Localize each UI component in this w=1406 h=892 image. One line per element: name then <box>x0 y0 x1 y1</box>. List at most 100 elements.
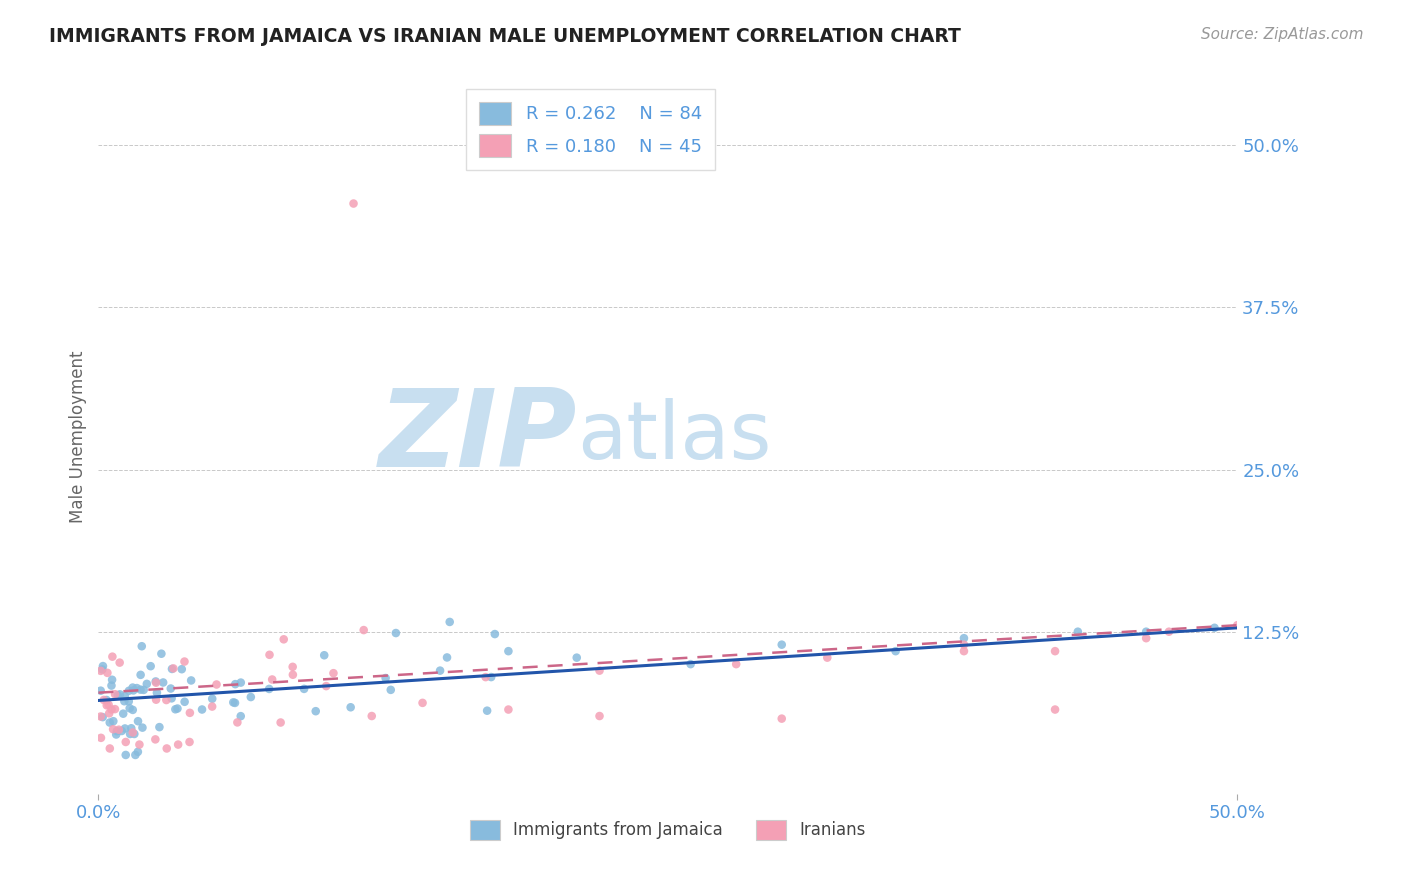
Point <box>270 715 292 730</box>
Point <box>120 727 142 741</box>
Point <box>725 657 748 672</box>
Point <box>122 683 145 698</box>
Point <box>112 694 135 708</box>
Point <box>374 671 396 685</box>
Point <box>1067 624 1090 639</box>
Point <box>131 639 153 653</box>
Point <box>124 727 146 741</box>
Point <box>170 662 193 676</box>
Point <box>152 675 174 690</box>
Point <box>342 196 364 211</box>
Point <box>259 648 281 662</box>
Point <box>93 693 115 707</box>
Point <box>121 703 143 717</box>
Point <box>101 723 124 737</box>
Point <box>121 725 143 739</box>
Point <box>953 644 976 658</box>
Point <box>229 709 252 723</box>
Point <box>315 679 337 693</box>
Point <box>159 681 181 696</box>
Point <box>145 675 167 690</box>
Point <box>498 644 520 658</box>
Point <box>118 701 141 715</box>
Point <box>273 632 295 647</box>
Point <box>1043 702 1066 716</box>
Point <box>1157 624 1180 639</box>
Point <box>179 706 201 720</box>
Point <box>103 714 125 729</box>
Point <box>125 681 148 695</box>
Point <box>353 623 375 637</box>
Point <box>239 690 262 704</box>
Point <box>224 677 246 691</box>
Point <box>96 698 118 713</box>
Point <box>679 657 702 672</box>
Y-axis label: Male Unemployment: Male Unemployment <box>69 351 87 524</box>
Point <box>305 704 328 718</box>
Point <box>412 696 434 710</box>
Point <box>1135 624 1157 639</box>
Point <box>380 682 402 697</box>
Point <box>479 670 502 684</box>
Point <box>129 682 152 697</box>
Point <box>1204 621 1226 635</box>
Point <box>100 679 122 693</box>
Point <box>132 682 155 697</box>
Point <box>475 704 498 718</box>
Point <box>160 662 183 676</box>
Point <box>156 741 179 756</box>
Point <box>105 727 128 741</box>
Point <box>100 702 122 716</box>
Point <box>108 656 131 670</box>
Point <box>131 721 153 735</box>
Point <box>498 702 520 716</box>
Point <box>139 659 162 673</box>
Point <box>145 674 167 689</box>
Point <box>222 695 245 709</box>
Point <box>104 702 127 716</box>
Point <box>90 664 112 678</box>
Point <box>173 695 195 709</box>
Point <box>1043 644 1066 658</box>
Point <box>105 724 128 739</box>
Point <box>107 688 129 702</box>
Point <box>90 683 112 698</box>
Point <box>884 644 907 658</box>
Point <box>101 649 124 664</box>
Point <box>98 741 121 756</box>
Legend: Immigrants from Jamaica, Iranians: Immigrants from Jamaica, Iranians <box>463 814 873 847</box>
Point <box>135 677 157 691</box>
Point <box>180 673 202 688</box>
Point <box>145 732 167 747</box>
Point <box>292 681 315 696</box>
Point <box>281 660 304 674</box>
Point <box>565 650 588 665</box>
Point <box>191 702 214 716</box>
Point <box>120 721 142 735</box>
Point <box>474 670 496 684</box>
Point <box>114 747 136 762</box>
Point <box>953 631 976 645</box>
Point <box>205 677 228 691</box>
Point <box>90 709 112 723</box>
Point <box>1135 631 1157 645</box>
Point <box>360 709 382 723</box>
Point <box>226 715 249 730</box>
Point <box>145 692 167 706</box>
Point <box>97 698 120 712</box>
Point <box>101 673 124 687</box>
Point <box>484 627 506 641</box>
Point <box>91 662 114 676</box>
Point <box>229 675 252 690</box>
Point <box>148 720 170 734</box>
Text: Source: ZipAtlas.com: Source: ZipAtlas.com <box>1201 27 1364 42</box>
Point <box>155 693 177 707</box>
Point <box>770 638 793 652</box>
Point <box>162 661 184 675</box>
Point <box>90 731 112 745</box>
Point <box>121 681 143 695</box>
Point <box>339 700 361 714</box>
Point <box>201 691 224 706</box>
Point <box>165 702 187 716</box>
Point <box>91 659 114 673</box>
